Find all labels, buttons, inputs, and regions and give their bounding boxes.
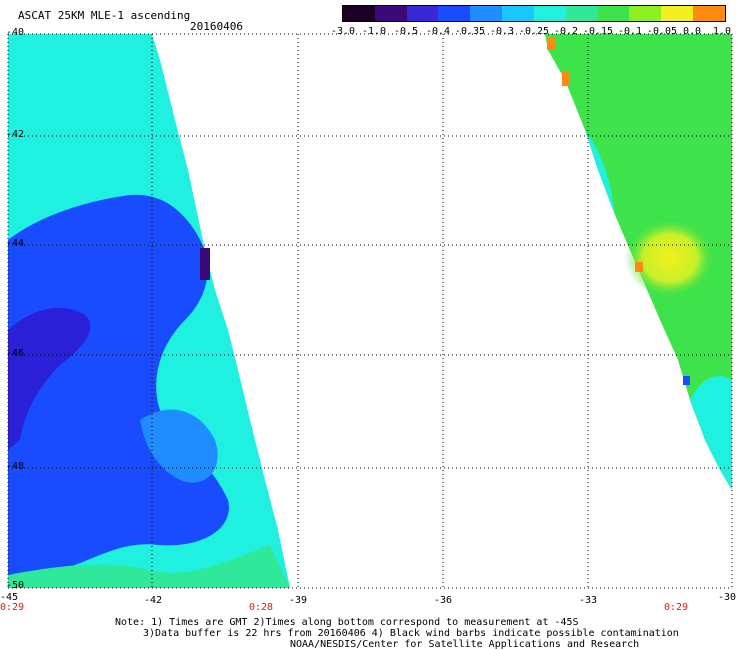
date-label: 20160406 <box>190 20 243 33</box>
east-swath-orange-pixel <box>562 72 570 86</box>
colorbar-segment <box>629 6 662 21</box>
note-line-1: Note: 1) Times are GMT 2)Times along bot… <box>115 617 579 628</box>
colorbar-label: -3.0 <box>330 26 356 37</box>
colorbar-segment <box>374 6 407 21</box>
colorbar-segment <box>693 6 725 21</box>
colorbar-segment <box>597 6 630 21</box>
lat-label: -48 <box>6 461 25 472</box>
east-swath-cyan-lower <box>690 376 732 490</box>
lon-label: -36 <box>434 595 453 606</box>
west-swath-deep-blue <box>8 307 91 450</box>
colorbar-label: -0.1 <box>617 26 643 37</box>
colorbar-label: -0.05 <box>646 26 678 37</box>
colorbar-label: -0.5 <box>393 26 419 37</box>
east-swath-orange-pixel <box>635 262 643 272</box>
colorbar-label: -0.35 <box>454 26 486 37</box>
colorbar-segment <box>406 6 439 21</box>
lon-label: -42 <box>144 595 163 606</box>
colorbar-segment <box>343 6 375 21</box>
colorbar-segment <box>502 6 534 21</box>
time-label: 0:28 <box>249 602 274 613</box>
colorbar-label: 0.0 <box>682 26 702 37</box>
colorbar-segment <box>438 6 471 21</box>
colorbar-segment <box>470 6 503 21</box>
lat-label: -46 <box>6 348 25 359</box>
east-swath-cyan-edge <box>585 130 630 250</box>
east-swath-yellow-patch <box>625 218 715 298</box>
time-label: 0:29 <box>0 602 25 613</box>
west-swath-teal-band <box>8 545 290 588</box>
colorbar-label: -0.15 <box>582 26 614 37</box>
west-swath-purple-patch <box>200 248 210 280</box>
colorbar-label: -0.25 <box>518 26 550 37</box>
lon-label: -45 <box>0 592 19 603</box>
graticule <box>7 33 733 589</box>
colorbar-segment <box>661 6 694 21</box>
east-swath-blue-pixel <box>683 376 690 385</box>
colorbar-segment <box>533 6 566 21</box>
lat-label: -40 <box>6 27 25 38</box>
lat-label: -44 <box>6 238 25 249</box>
colorbar-label: -0.4 <box>425 26 451 37</box>
colorbar-label: -1.0 <box>361 26 387 37</box>
east-swath-orange-pixel <box>547 38 555 50</box>
lat-label: -50 <box>6 580 25 591</box>
west-swath-light-band <box>140 409 218 483</box>
lon-label: -30 <box>718 592 737 603</box>
colorbar-label: -0.3 <box>489 26 515 37</box>
colorbar <box>342 5 726 22</box>
note-line-2: 3)Data buffer is 22 hrs from 20160406 4)… <box>143 628 679 639</box>
west-swath-blue-core <box>8 194 229 576</box>
lat-label: -42 <box>6 129 25 140</box>
colorbar-label: -0.2 <box>553 26 579 37</box>
lon-label: -33 <box>579 595 598 606</box>
colorbar-segment <box>565 6 598 21</box>
product-title: ASCAT 25KM MLE-1 ascending <box>18 9 191 22</box>
note-line-3: NOAA/NESDIS/Center for Satellite Applica… <box>290 639 640 650</box>
lon-label: -39 <box>289 595 308 606</box>
time-label: 0:29 <box>664 602 689 613</box>
colorbar-label: 1.0 <box>712 26 732 37</box>
